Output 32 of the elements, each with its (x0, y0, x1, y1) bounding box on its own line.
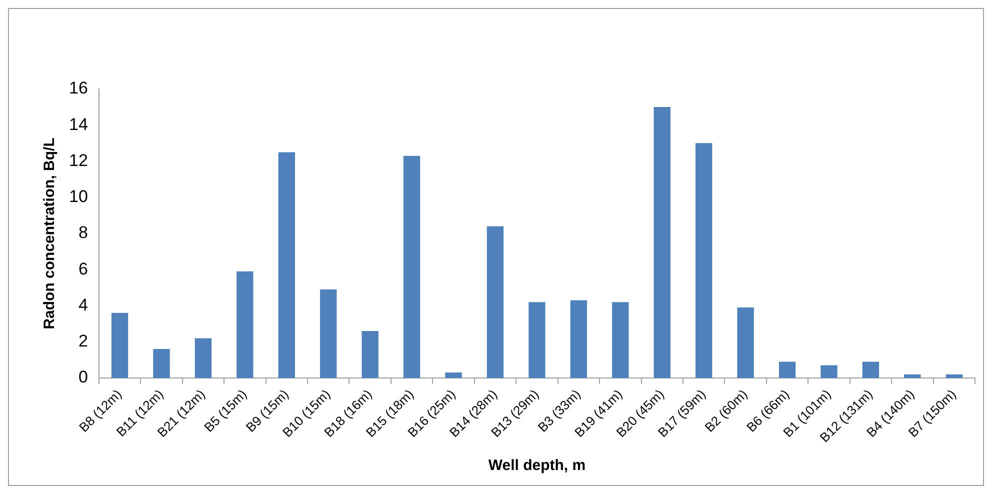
x-axis-title: Well depth, m (488, 457, 586, 474)
bar (403, 156, 420, 378)
bar (778, 362, 796, 378)
bar (111, 312, 128, 378)
bar (445, 372, 462, 378)
bar (236, 271, 254, 378)
y-tick-label: 16 (68, 78, 88, 98)
bar (612, 302, 629, 378)
bar (737, 308, 754, 378)
y-tick-label: 14 (68, 114, 88, 134)
y-tick-label: 12 (68, 150, 88, 170)
bar (528, 302, 546, 378)
bar (820, 365, 838, 378)
bar (946, 374, 962, 378)
bar (153, 349, 170, 378)
y-tick-label: 0 (78, 368, 88, 387)
bar (695, 143, 712, 378)
bar (904, 374, 921, 378)
bar (570, 300, 588, 378)
y-tick-label: 6 (78, 259, 88, 278)
bar (320, 289, 337, 378)
bar (486, 226, 504, 378)
bar (862, 362, 880, 378)
y-tick-label: 8 (78, 223, 88, 242)
y-tick-label: 10 (68, 187, 88, 206)
bar (362, 330, 378, 378)
bar (194, 338, 212, 378)
y-tick-label: 2 (78, 332, 88, 351)
bar (278, 152, 295, 378)
y-tick-label: 4 (78, 295, 88, 314)
y-axis-title: Radon concentration, Bq/L (41, 138, 58, 330)
bar (654, 107, 670, 378)
